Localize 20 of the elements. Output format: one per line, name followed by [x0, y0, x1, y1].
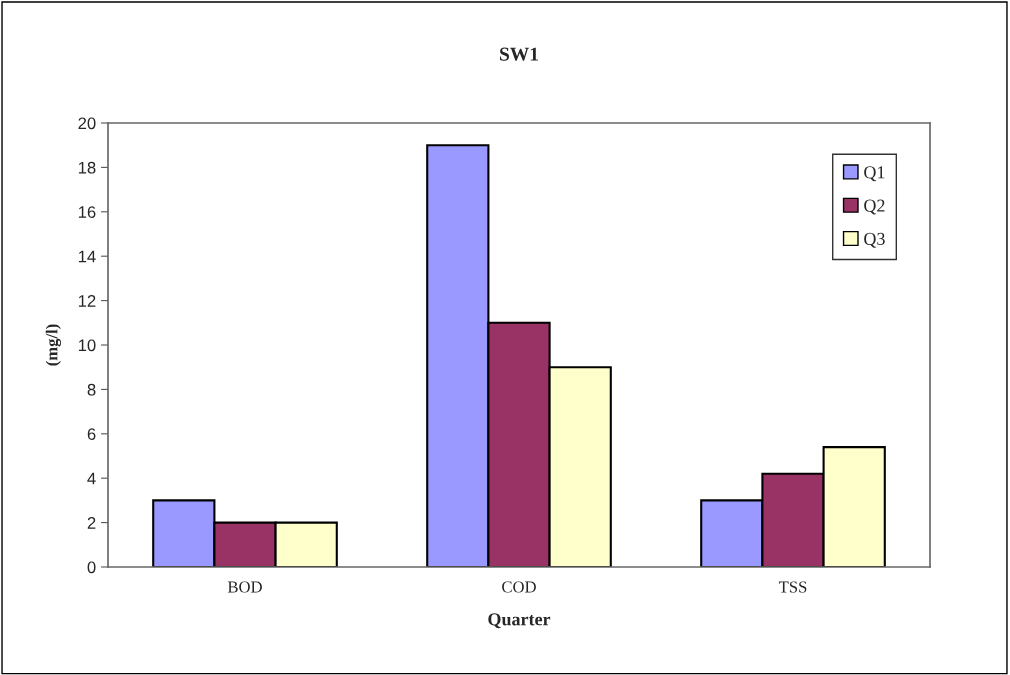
legend-label: Q1 [864, 166, 885, 182]
y-tick-label: 4 [87, 472, 96, 485]
y-tick-label: 6 [87, 428, 96, 440]
x-tick-label: COD [502, 581, 536, 593]
y-tick-label: 12 [78, 295, 96, 307]
y-tick-label: 18 [78, 161, 96, 174]
x-axis-title: Quarter [488, 613, 551, 629]
y-tick-label: 0 [87, 561, 96, 574]
legend-label: Q3 [864, 232, 885, 248]
y-tick-label: 16 [78, 206, 96, 218]
y-tick-label: 10 [78, 339, 96, 352]
y-tick-label: 2 [87, 517, 96, 529]
legend-label: Q2 [864, 199, 885, 215]
y-axis-title: (mg/l) [45, 324, 61, 366]
y-tick-label: 20 [78, 117, 96, 130]
y-tick-label: 14 [78, 250, 96, 263]
chart-title: SW1 [500, 47, 538, 61]
x-tick-label: BOD [227, 581, 262, 593]
x-tick-label: TSS [778, 581, 807, 593]
y-tick-label: 8 [87, 383, 96, 396]
